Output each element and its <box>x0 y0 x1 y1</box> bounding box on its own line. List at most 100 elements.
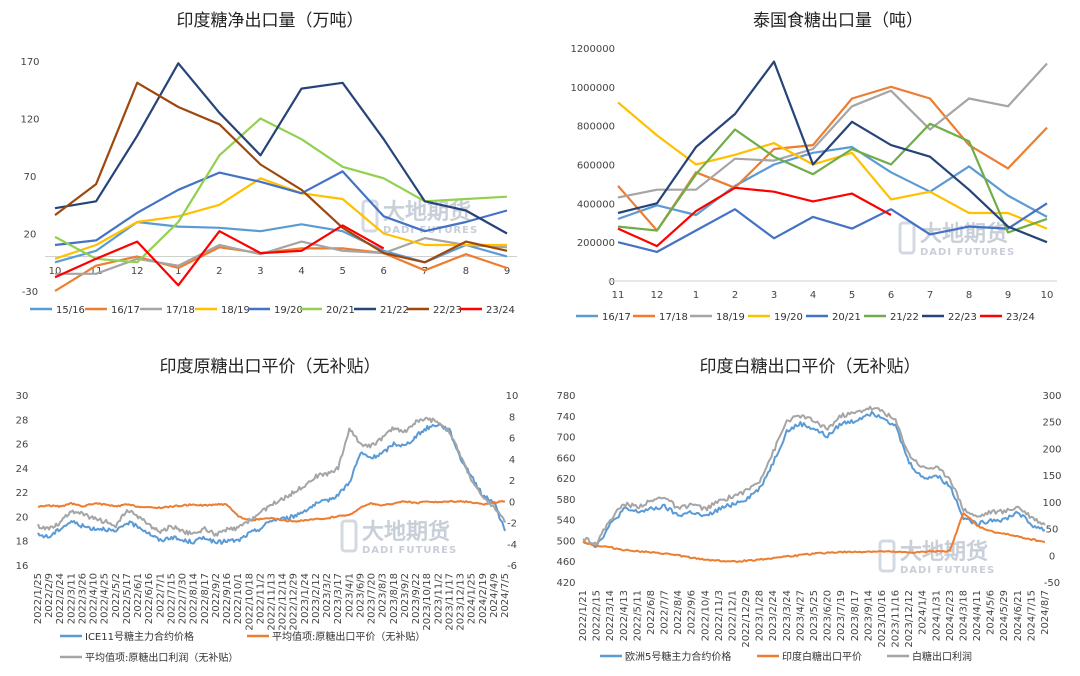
series-line-20/21 <box>617 202 1048 253</box>
x-tick-label: 2023/9/2 <box>400 573 411 618</box>
series-line-23/24 <box>617 186 892 248</box>
x-tick-label: 9 <box>1005 290 1011 301</box>
x-tick-label: 2022/6/8 <box>646 590 657 635</box>
x-tick-label: 2023/8/18 <box>389 573 400 624</box>
x-tick-label: 2022/7/15 <box>166 573 177 624</box>
series-line-21/22 <box>54 62 508 235</box>
series-line-23/24 <box>54 224 385 287</box>
x-tick-label: 2023/4/27 <box>795 590 806 641</box>
x-tick-label: 7 <box>927 290 933 301</box>
x-tick-label: 6 <box>381 266 387 277</box>
legend-label: 20/21 <box>326 305 355 316</box>
x-tick-label: 5 <box>339 266 345 277</box>
watermark-logo <box>340 519 358 553</box>
x-tick-label: 2024/4/11 <box>972 590 983 641</box>
series-line-ICE11号糖主力合约价格 <box>37 423 506 545</box>
x-tick-label: 2022/11/13 <box>267 573 278 631</box>
y-left-tick-label: 28 <box>16 415 29 426</box>
x-tick-label: 2024/5/29 <box>999 590 1010 641</box>
y-right-tick-label: 200 <box>1042 444 1061 455</box>
y-right-tick-label: -50 <box>1044 578 1060 589</box>
y-left-tick-label: 500 <box>556 536 575 547</box>
x-tick-label: 2022/3/14 <box>605 590 616 641</box>
x-tick-label: 2024/6/21 <box>1013 590 1024 641</box>
x-tick-label: 8 <box>463 266 469 277</box>
x-tick-label: 10 <box>1041 290 1054 301</box>
x-tick-label: 2023/11/2 <box>433 573 444 624</box>
x-tick-label: 2024/7/5 <box>500 573 511 618</box>
series-line-16/17 <box>54 246 508 292</box>
y-tick-label: 800000 <box>577 122 615 133</box>
x-tick-label: 2022/8/14 <box>189 573 200 624</box>
y-left-tick-label: 420 <box>556 578 575 589</box>
x-tick-label: 2022/10/18 <box>244 573 255 631</box>
watermark-en: DADI FUTURES <box>362 545 457 556</box>
x-tick-label: 2023/1/28 <box>755 590 766 641</box>
x-tick-label: 4 <box>810 290 816 301</box>
y-left-tick-label: 460 <box>556 557 575 568</box>
x-tick-label: 2 <box>216 266 222 277</box>
series-line-18/19 <box>54 177 507 260</box>
x-tick-label: 2022/11/3 <box>714 590 725 641</box>
chart-title: 印度原糖出口平价（无补贴） <box>160 357 381 377</box>
y-left-tick-label: 18 <box>16 537 29 548</box>
series-line-19/20 <box>617 101 1048 230</box>
x-tick-label: 2022/9/6 <box>687 590 698 635</box>
y-left-tick-label: 700 <box>556 433 575 444</box>
x-tick-label: 5 <box>849 290 855 301</box>
legend-label: 18/19 <box>221 305 250 316</box>
y-right-tick-label: 50 <box>1046 525 1059 536</box>
x-tick-label: 2023/11/17 <box>444 573 455 631</box>
x-tick-label: 2022/8/17 <box>200 573 211 624</box>
legend-label: 16/17 <box>111 305 140 316</box>
y-tick-label: 20 <box>24 230 37 241</box>
x-tick-label: 11 <box>90 266 103 277</box>
x-tick-label: 2022/12/14 <box>278 573 289 631</box>
x-tick-label: 11 <box>612 290 625 301</box>
y-right-tick-label: 0 <box>1049 551 1055 562</box>
x-tick-label: 2022/10/4 <box>700 590 711 641</box>
watermark-en: DADI FUTURES <box>900 565 995 576</box>
legend-label: 21/22 <box>380 305 409 316</box>
x-tick-label: 2022/3/26 <box>77 573 88 624</box>
x-tick-label: 2024/7/15 <box>1026 590 1037 641</box>
x-tick-label: 2022/4/25 <box>100 573 111 624</box>
y-right-tick-label: 100 <box>1042 498 1061 509</box>
x-tick-label: 12 <box>131 266 144 277</box>
y-right-tick-label: -6 <box>507 561 517 572</box>
y-left-tick-label: 20 <box>16 512 29 523</box>
x-tick-label: 2022/4/10 <box>89 573 100 624</box>
y-right-tick-label: 0 <box>509 497 515 508</box>
y-right-tick-label: 150 <box>1042 471 1061 482</box>
legend-label: 20/21 <box>832 312 861 323</box>
legend-label: 印度白糖出口平价 <box>782 650 862 663</box>
x-tick-label: 2023/2/24 <box>768 590 779 641</box>
x-tick-label: 2022/8/4 <box>673 590 684 635</box>
x-tick-label: 2022/1/25 <box>33 573 44 624</box>
y-right-tick-label: 4 <box>509 455 515 466</box>
y-tick-label: 0 <box>609 277 615 288</box>
x-tick-label: 2023/7/20 <box>367 573 378 624</box>
y-tick-label: 600000 <box>577 161 615 172</box>
x-tick-label: 2022/6/16 <box>144 573 155 624</box>
x-tick-label: 10 <box>49 266 62 277</box>
y-tick-label: 200000 <box>577 238 615 249</box>
y-tick-label: 170 <box>20 57 39 68</box>
x-tick-label: 2022/12/1 <box>727 590 738 641</box>
x-tick-label: 2024/5/6 <box>986 590 997 635</box>
x-tick-label: 2022/12/29 <box>741 590 752 648</box>
legend-label: 19/20 <box>274 305 303 316</box>
x-tick-label: 2022/2/9 <box>44 573 55 618</box>
x-tick-label: 2024/1/31 <box>931 590 942 641</box>
x-tick-label: 2023/12/12 <box>904 590 915 648</box>
x-tick-label: 2024/8/7 <box>1040 590 1051 635</box>
y-left-tick-label: 620 <box>556 474 575 485</box>
legend-label: 白糖出口利润 <box>912 650 972 663</box>
watermark-cn: 大地期货 <box>362 519 450 545</box>
y-tick-label: 120 <box>20 115 39 126</box>
x-tick-label: 2024/2/19 <box>478 573 489 624</box>
x-tick-label: 2 <box>732 290 738 301</box>
